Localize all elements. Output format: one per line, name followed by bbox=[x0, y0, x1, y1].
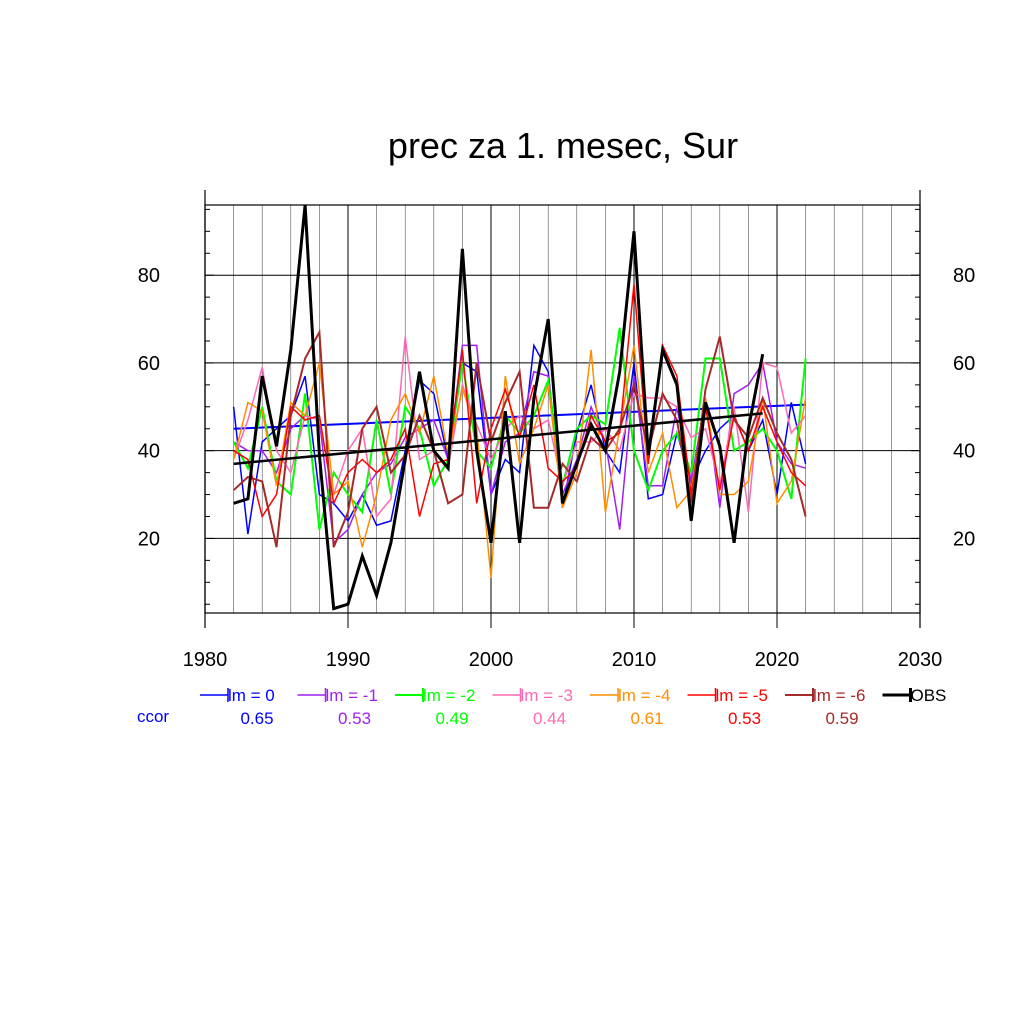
legend-ccor-value: 0.53 bbox=[338, 709, 371, 728]
legend-label: lm = -5 bbox=[716, 686, 768, 705]
y-tick-label-right: 40 bbox=[953, 441, 975, 463]
x-tick-label: 2020 bbox=[755, 649, 800, 671]
y-tick-label: 80 bbox=[138, 265, 160, 287]
plot-border bbox=[204, 204, 921, 614]
chart-title: prec za 1. mesec, Sur bbox=[388, 125, 738, 166]
trend-line-7 bbox=[233, 412, 763, 466]
y-tick-label-right: 80 bbox=[953, 265, 975, 287]
y-tick-label: 60 bbox=[138, 353, 160, 375]
legend-ccor-value: 0.61 bbox=[630, 709, 663, 728]
grid-layer bbox=[205, 205, 920, 613]
legend-label: OBS bbox=[911, 686, 947, 705]
legend-ccor-value: 0.59 bbox=[825, 709, 858, 728]
legend-label: lm = -1 bbox=[326, 686, 378, 705]
x-tick-label: 1980 bbox=[183, 649, 228, 671]
y-tick-label: 20 bbox=[138, 528, 160, 550]
x-tick-label: 2000 bbox=[469, 649, 514, 671]
x-tick-label: 2010 bbox=[612, 649, 657, 671]
series-line-6 bbox=[232, 328, 807, 548]
x-tick-label: 2030 bbox=[898, 649, 943, 671]
series-line-2 bbox=[232, 327, 807, 530]
legend: ccor lm = 0 0.65 lm = -1 0.53 lm = -2 0.49 lm =… bbox=[137, 686, 946, 728]
y-tick-label: 40 bbox=[138, 441, 160, 463]
legend-label: lm = -2 bbox=[423, 686, 475, 705]
y-tick-label-right: 20 bbox=[953, 528, 975, 550]
legend-label: lm = -4 bbox=[618, 686, 670, 705]
ccor-label: ccor bbox=[137, 707, 169, 726]
series-line-7 bbox=[233, 204, 765, 611]
legend-ccor-value: 0.53 bbox=[728, 709, 761, 728]
legend-label: lm = 0 bbox=[228, 686, 275, 705]
x-tick-label: 1990 bbox=[326, 649, 371, 671]
legend-ccor-value: 0.65 bbox=[240, 709, 273, 728]
legend-label: lm = -3 bbox=[521, 686, 573, 705]
series-layer bbox=[232, 204, 807, 611]
y-tick-label-right: 60 bbox=[953, 353, 975, 375]
legend-ccor-value: 0.49 bbox=[435, 709, 468, 728]
legend-label: lm = -6 bbox=[813, 686, 865, 705]
trend-line-0 bbox=[233, 403, 806, 430]
plot-frame bbox=[204, 190, 921, 628]
legend-ccor-value: 0.44 bbox=[533, 709, 566, 728]
